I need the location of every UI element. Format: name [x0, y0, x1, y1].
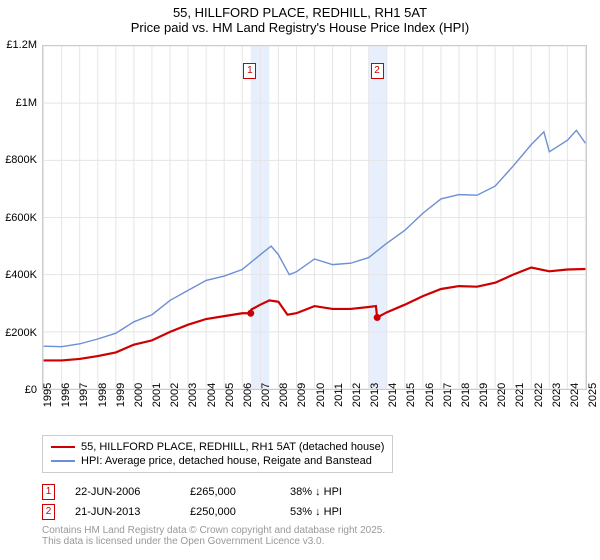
legend-item: HPI: Average price, detached house, Reig…: [51, 454, 384, 468]
y-axis-label: £0: [25, 384, 37, 396]
chart-container: 55, HILLFORD PLACE, REDHILL, RH1 5AT Pri…: [0, 0, 600, 560]
x-axis-label: 2006: [242, 383, 254, 407]
x-axis-label: 2015: [405, 383, 417, 407]
x-axis-label: 1996: [60, 383, 72, 407]
transactions-table: 1 22-JUN-2006 £265,000 38% ↓ HPI 2 21-JUN-201…: [42, 482, 380, 522]
y-axis-label: £200K: [5, 327, 37, 339]
transaction-hpi: 53% ↓ HPI: [290, 506, 380, 518]
x-axis-label: 2003: [187, 383, 199, 407]
legend-label: HPI: Average price, detached house, Reig…: [81, 455, 372, 467]
legend: 55, HILLFORD PLACE, REDHILL, RH1 5AT (de…: [42, 435, 393, 473]
chart-title: 55, HILLFORD PLACE, REDHILL, RH1 5AT: [0, 0, 600, 20]
legend-swatch: [51, 460, 75, 461]
x-axis-label: 2023: [551, 383, 563, 407]
y-axis-label: £800K: [5, 154, 37, 166]
x-axis-label: 2009: [296, 383, 308, 407]
x-axis-label: 2008: [278, 383, 290, 407]
x-axis-label: 1998: [97, 383, 109, 407]
chart-subtitle: Price paid vs. HM Land Registry's House …: [0, 20, 600, 40]
legend-item: 55, HILLFORD PLACE, REDHILL, RH1 5AT (de…: [51, 440, 384, 454]
transaction-price: £250,000: [190, 506, 270, 518]
x-axis-label: 2000: [133, 383, 145, 407]
footer-line-2: This data is licensed under the Open Gov…: [42, 536, 385, 547]
transaction-marker: 2: [42, 504, 55, 520]
x-axis-label: 2013: [369, 383, 381, 407]
footer-line-1: Contains HM Land Registry data © Crown c…: [42, 525, 385, 536]
y-axis-label: £600K: [5, 212, 37, 224]
y-axis-label: £1M: [16, 97, 37, 109]
y-axis-label: £400K: [5, 269, 37, 281]
x-axis-label: 1997: [78, 383, 90, 407]
x-axis-label: 2001: [151, 383, 163, 407]
x-axis-label: 2020: [496, 383, 508, 407]
footer-attribution: Contains HM Land Registry data © Crown c…: [42, 525, 385, 547]
x-axis-label: 2021: [514, 383, 526, 407]
x-axis-label: 2018: [460, 383, 472, 407]
x-axis-label: 2007: [260, 383, 272, 407]
x-axis-label: 2022: [533, 383, 545, 407]
x-axis-label: 2025: [587, 383, 599, 407]
x-axis-label: 2017: [442, 383, 454, 407]
x-axis-label: 2019: [478, 383, 490, 407]
x-axis-label: 2012: [351, 383, 363, 407]
x-axis-label: 2011: [333, 383, 345, 407]
x-axis-label: 2002: [169, 383, 181, 407]
x-axis-label: 1995: [42, 383, 54, 407]
transaction-hpi: 38% ↓ HPI: [290, 486, 380, 498]
transaction-date: 21-JUN-2013: [75, 506, 170, 518]
x-axis-label: 2014: [387, 383, 399, 407]
chart-area: £0£200K£400K£600K£800K£1M£1.2M 199519961…: [42, 45, 587, 390]
x-axis-label: 2004: [206, 383, 218, 407]
legend-swatch: [51, 446, 75, 448]
x-axis-label: 2016: [424, 383, 436, 407]
transaction-date: 22-JUN-2006: [75, 486, 170, 498]
transaction-row: 2 21-JUN-2013 £250,000 53% ↓ HPI: [42, 502, 380, 522]
transaction-row: 1 22-JUN-2006 £265,000 38% ↓ HPI: [42, 482, 380, 502]
chart-marker: 1: [243, 63, 256, 79]
x-axis-label: 1999: [115, 383, 127, 407]
chart-marker: 2: [371, 63, 384, 79]
transaction-marker: 1: [42, 484, 55, 500]
x-axis-label: 2024: [569, 383, 581, 407]
x-axis-label: 2010: [315, 383, 327, 407]
chart-plot: [42, 45, 587, 390]
legend-label: 55, HILLFORD PLACE, REDHILL, RH1 5AT (de…: [81, 441, 384, 453]
x-axis-label: 2005: [224, 383, 236, 407]
transaction-price: £265,000: [190, 486, 270, 498]
y-axis-label: £1.2M: [6, 39, 37, 51]
